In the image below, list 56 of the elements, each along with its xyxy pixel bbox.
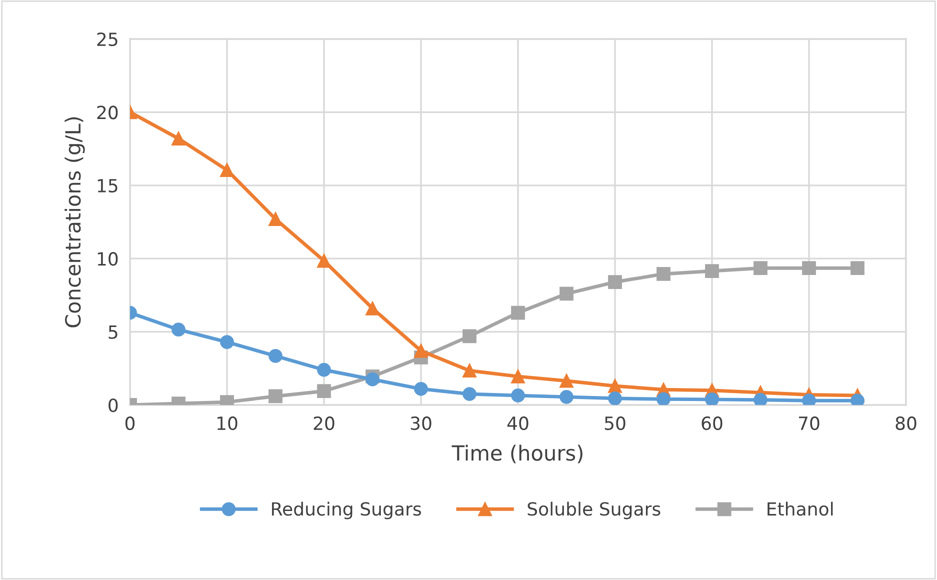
y-tick-label: 10 — [98, 252, 118, 266]
point — [462, 387, 476, 401]
legend-label: Reducing Sugars — [272, 502, 421, 520]
point — [366, 372, 380, 386]
legend-label: Ethanol — [768, 502, 833, 516]
point — [608, 275, 622, 289]
point — [317, 254, 331, 268]
point — [268, 349, 282, 363]
point — [462, 364, 476, 378]
y-tick-label: 0 — [108, 398, 118, 412]
point — [656, 392, 670, 405]
x-tick-label: 20 — [314, 416, 334, 430]
point — [511, 370, 525, 384]
y-tick-label: 20 — [97, 106, 118, 120]
y-tick-label: 15 — [98, 179, 118, 193]
point — [560, 286, 574, 301]
y-tick-label: 25 — [97, 32, 118, 46]
point — [462, 329, 476, 344]
point — [317, 384, 331, 398]
point — [268, 212, 282, 226]
point — [560, 374, 574, 388]
x-tick-label: 40 — [507, 416, 528, 430]
point — [705, 392, 719, 405]
point — [414, 344, 428, 358]
point — [560, 390, 574, 404]
x-tick-label: 70 — [798, 416, 820, 430]
point — [172, 132, 186, 146]
y-axis-title: Concentrations (g/L) — [64, 117, 85, 328]
x-tick-label: 50 — [604, 416, 626, 430]
y-tick-label: 5 — [108, 325, 118, 339]
x-tick-label: 30 — [410, 416, 432, 430]
point — [850, 394, 864, 405]
point — [705, 264, 719, 278]
point — [802, 261, 816, 276]
point — [220, 163, 234, 177]
x-tick-label: 10 — [217, 416, 238, 430]
point — [802, 394, 816, 405]
point — [754, 392, 768, 405]
point — [754, 261, 768, 276]
x-tick-label: 60 — [702, 416, 722, 430]
x-tick-label: 0 — [125, 416, 135, 430]
point — [608, 391, 622, 405]
point — [511, 388, 525, 402]
point — [414, 382, 428, 396]
point — [172, 322, 186, 337]
point — [850, 261, 864, 276]
point — [317, 362, 331, 377]
point — [220, 335, 234, 349]
point — [268, 389, 282, 404]
legend-label: Soluble Sugars — [528, 502, 660, 520]
x-axis-title: Time (hours) — [452, 444, 582, 464]
point — [656, 267, 670, 281]
point — [511, 306, 525, 320]
x-tick-label: 80 — [896, 416, 916, 430]
point — [366, 301, 380, 316]
point — [608, 379, 622, 393]
